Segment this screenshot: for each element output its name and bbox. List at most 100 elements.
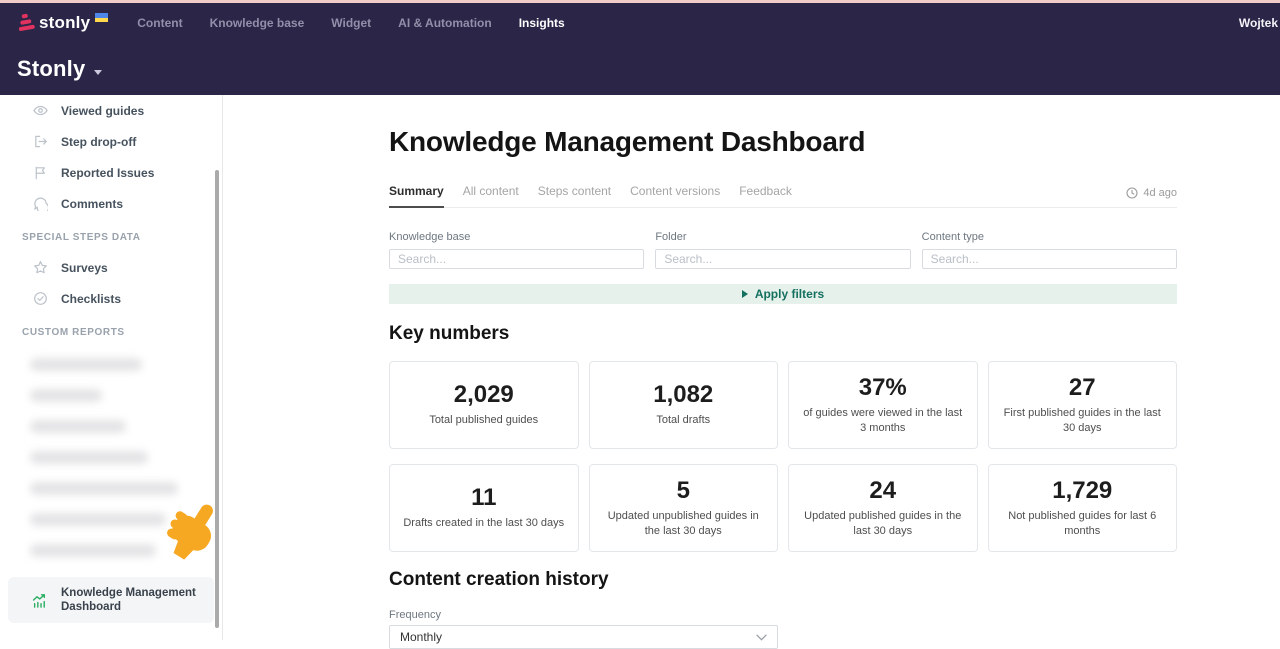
stat-label: First published guides in the last 30 da… bbox=[1003, 406, 1161, 434]
sidebar-scrollbar[interactable] bbox=[215, 170, 219, 628]
ukraine-flag-icon bbox=[95, 12, 109, 22]
check-circle-icon bbox=[33, 291, 48, 306]
sidebar-item-viewed-guides[interactable]: Viewed guides bbox=[0, 95, 222, 126]
sidebar-item-step-drop-off[interactable]: Step drop-off bbox=[0, 126, 222, 157]
tab-content-versions[interactable]: Content versions bbox=[630, 184, 721, 198]
stat-card: 1,082 Total drafts bbox=[588, 361, 778, 449]
brand-name: stonly bbox=[39, 12, 91, 32]
content-creation-history-heading: Content creation history bbox=[389, 569, 609, 590]
nav-item-knowledge-base[interactable]: Knowledge base bbox=[209, 15, 305, 30]
blurred-report-item[interactable] bbox=[30, 420, 126, 433]
stonly-logo[interactable]: stonly bbox=[16, 12, 109, 34]
filter-folder: Folder bbox=[655, 231, 911, 269]
hand-pointer-cursor bbox=[153, 492, 231, 575]
top-accent-line bbox=[0, 0, 1280, 3]
stat-value: 5 bbox=[676, 476, 690, 504]
sidebar-item-comments[interactable]: Comments bbox=[0, 188, 222, 219]
comment-icon bbox=[33, 196, 48, 211]
stonly-logo-icon bbox=[16, 12, 36, 34]
insights-sidebar: Viewed guides Step drop-off Reported Iss… bbox=[0, 95, 223, 640]
blurred-report-item[interactable] bbox=[30, 389, 102, 402]
sidebar-section-special-steps-data: SPECIAL STEPS DATA bbox=[22, 232, 141, 243]
dashboard-tabs-row: Summary All content Steps content Conten… bbox=[389, 184, 1177, 208]
blurred-report-item[interactable] bbox=[30, 544, 156, 557]
key-numbers-cards: 2,029 Total published guides 1,082 Total… bbox=[389, 361, 1177, 552]
nav-item-insights[interactable]: Insights bbox=[518, 15, 565, 30]
stat-label: Drafts created in the last 30 days bbox=[403, 517, 565, 530]
filters-row: Knowledge base Folder Content type bbox=[389, 231, 1177, 269]
sidebar-item-label: Reported Issues bbox=[61, 165, 155, 180]
tab-all-content[interactable]: All content bbox=[462, 184, 519, 198]
frequency-select[interactable]: Monthly bbox=[389, 625, 778, 649]
filter-label: Content type bbox=[921, 231, 985, 243]
sidebar-item-label: Knowledge Management Dashboard bbox=[61, 586, 196, 613]
tab-feedback[interactable]: Feedback bbox=[739, 184, 792, 198]
main-content: Knowledge Management Dashboard Summary A… bbox=[223, 95, 1280, 649]
top-nav-items: Content Knowledge base Widget AI & Autom… bbox=[137, 16, 564, 30]
last-updated: 4d ago bbox=[1126, 187, 1177, 207]
sidebar-item-knowledge-management-dashboard[interactable]: Knowledge Management Dashboard bbox=[8, 577, 214, 623]
stat-label: Total drafts bbox=[656, 414, 711, 427]
workspace-title[interactable]: Stonly bbox=[17, 55, 86, 81]
stat-card: 5 Updated unpublished guides in the last… bbox=[588, 464, 778, 552]
sidebar-item-label: Viewed guides bbox=[61, 103, 145, 118]
blurred-report-item[interactable] bbox=[30, 358, 142, 371]
nav-item-content[interactable]: Content bbox=[137, 15, 183, 30]
folder-search-input[interactable] bbox=[655, 249, 911, 269]
blurred-report-item[interactable] bbox=[30, 482, 178, 495]
stat-card: 1,729 Not published guides for last 6 mo… bbox=[987, 464, 1177, 552]
tab-steps-content[interactable]: Steps content bbox=[537, 184, 612, 198]
filter-content-type: Content type bbox=[921, 231, 1177, 269]
key-numbers-heading: Key numbers bbox=[389, 323, 510, 344]
star-icon bbox=[33, 260, 48, 275]
stat-card: 37% of guides were viewed in the last 3 … bbox=[788, 361, 978, 449]
top-nav-bar: stonly Content Knowledge base Widget AI … bbox=[0, 3, 1280, 42]
stat-card: 24 Updated published guides in the last … bbox=[788, 464, 978, 552]
step-out-icon bbox=[33, 134, 48, 149]
stat-label: Not published guides for last 6 months bbox=[1008, 509, 1157, 537]
custom-reports-blurred-list bbox=[0, 358, 222, 557]
stat-value: 27 bbox=[1068, 373, 1096, 401]
stat-value: 11 bbox=[471, 484, 497, 512]
page-title: Knowledge Management Dashboard bbox=[389, 126, 866, 157]
apply-filters-label: Apply filters bbox=[754, 287, 825, 301]
stat-card: 2,029 Total published guides bbox=[389, 361, 579, 449]
clock-icon bbox=[1126, 187, 1138, 199]
chevron-down-icon bbox=[756, 634, 767, 641]
frequency-label: Frequency bbox=[389, 609, 441, 621]
sidebar-item-label: Checklists bbox=[61, 291, 122, 306]
stat-label: Total published guides bbox=[429, 414, 539, 427]
stat-value: 37% bbox=[858, 373, 907, 401]
stat-label: Updated published guides in the last 30 … bbox=[804, 509, 962, 537]
user-menu[interactable]: Wojtek K bbox=[1238, 16, 1280, 30]
sidebar-item-label: Comments bbox=[61, 196, 124, 211]
stat-value: 1,729 bbox=[1052, 476, 1113, 504]
filter-label: Folder bbox=[655, 231, 687, 243]
knowledge-base-search-input[interactable] bbox=[389, 249, 645, 269]
flag-icon bbox=[33, 165, 48, 180]
stat-card: 27 First published guides in the last 30… bbox=[987, 361, 1177, 449]
tab-summary[interactable]: Summary bbox=[389, 184, 444, 208]
content-type-search-input[interactable] bbox=[921, 249, 1177, 269]
chevron-down-icon[interactable] bbox=[94, 69, 103, 75]
stat-card: 11 Drafts created in the last 30 days bbox=[389, 464, 579, 552]
filter-label: Knowledge base bbox=[389, 231, 471, 243]
workspace-bar: Stonly bbox=[0, 42, 1280, 95]
eye-icon bbox=[33, 103, 48, 118]
nav-item-widget[interactable]: Widget bbox=[331, 15, 372, 30]
stat-label: of guides were viewed in the last 3 mont… bbox=[803, 406, 963, 434]
sidebar-item-surveys[interactable]: Surveys bbox=[0, 252, 222, 283]
sidebar-item-reported-issues[interactable]: Reported Issues bbox=[0, 157, 222, 188]
apply-filters-button[interactable]: Apply filters bbox=[389, 284, 1177, 304]
blurred-report-item[interactable] bbox=[30, 513, 166, 526]
stat-value: 2,029 bbox=[453, 381, 514, 409]
stat-label: Updated unpublished guides in the last 3… bbox=[607, 509, 759, 537]
sidebar-item-label: Step drop-off bbox=[61, 134, 137, 149]
sidebar-item-checklists[interactable]: Checklists bbox=[0, 283, 222, 314]
blurred-report-item[interactable] bbox=[30, 451, 148, 464]
nav-item-ai-automation[interactable]: AI & Automation bbox=[398, 15, 492, 30]
chart-icon bbox=[32, 592, 49, 609]
sidebar-item-label: Surveys bbox=[61, 260, 108, 275]
stat-value: 1,082 bbox=[653, 381, 714, 409]
dashboard-tabs: Summary All content Steps content Conten… bbox=[389, 184, 792, 208]
